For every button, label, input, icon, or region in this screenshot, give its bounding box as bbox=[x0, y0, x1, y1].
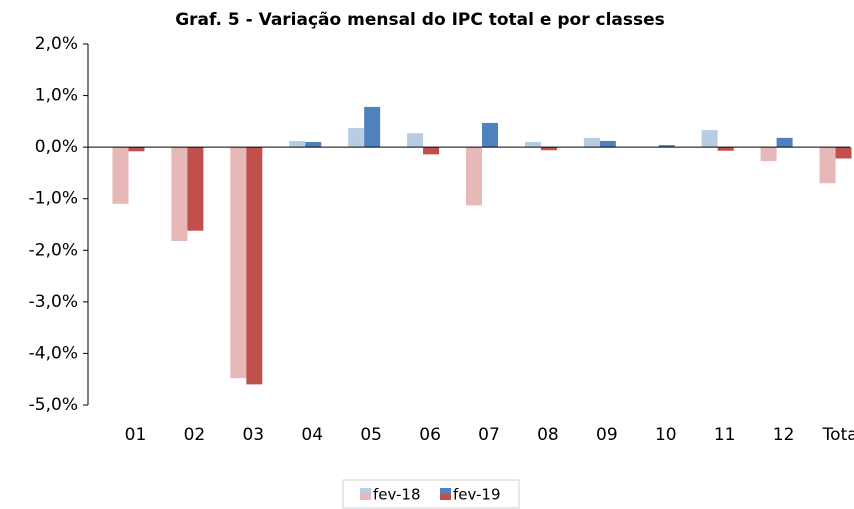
bar bbox=[583, 137, 600, 148]
bar bbox=[819, 147, 836, 184]
bar bbox=[540, 147, 557, 151]
chart-title: Graf. 5 - Variação mensal do IPC total e… bbox=[175, 10, 665, 30]
legend-swatch bbox=[360, 488, 371, 494]
bar bbox=[171, 147, 188, 242]
bar bbox=[701, 130, 718, 148]
x-tick-label: 11 bbox=[714, 425, 736, 445]
legend-box bbox=[342, 479, 520, 509]
legend-swatch bbox=[440, 494, 451, 500]
x-tick-label: 01 bbox=[125, 425, 147, 445]
bar bbox=[599, 140, 616, 148]
y-tick-label: 2,0% bbox=[35, 34, 78, 54]
x-tick-label: 06 bbox=[419, 425, 441, 445]
bar bbox=[658, 145, 675, 148]
bar bbox=[364, 106, 381, 148]
y-tick-label: -3,0% bbox=[29, 292, 78, 312]
bar bbox=[760, 147, 777, 162]
y-tick-label: -2,0% bbox=[29, 240, 78, 260]
bar bbox=[348, 128, 365, 148]
x-tick-label: 02 bbox=[184, 425, 206, 445]
bar bbox=[524, 141, 541, 148]
y-tick-label: 1,0% bbox=[35, 86, 78, 106]
y-tick-label: -4,0% bbox=[29, 343, 78, 363]
legend-swatch bbox=[360, 494, 371, 500]
y-tick-label: -1,0% bbox=[29, 189, 78, 209]
bar bbox=[482, 122, 498, 148]
legend-label: fev-18 bbox=[373, 486, 420, 504]
legend-swatch bbox=[440, 488, 451, 494]
x-tick-label: Total bbox=[822, 425, 854, 445]
bar bbox=[289, 140, 306, 148]
bar bbox=[776, 137, 793, 148]
bar bbox=[112, 147, 129, 204]
x-tick-label: 10 bbox=[655, 425, 677, 445]
bar bbox=[230, 147, 247, 379]
x-tick-label: 03 bbox=[242, 425, 264, 445]
y-tick-label: -5,0% bbox=[29, 395, 78, 415]
bar bbox=[717, 147, 734, 151]
bar bbox=[835, 147, 852, 159]
x-tick-label: 08 bbox=[537, 425, 559, 445]
x-tick-label: 09 bbox=[596, 425, 618, 445]
legend-label: fev-19 bbox=[453, 486, 500, 504]
bar bbox=[466, 147, 482, 206]
x-tick-label: 05 bbox=[360, 425, 382, 445]
x-tick-label: 04 bbox=[301, 425, 323, 445]
bar bbox=[305, 141, 322, 148]
bar bbox=[128, 147, 145, 152]
x-tick-label: 07 bbox=[478, 425, 500, 445]
bar bbox=[187, 147, 204, 231]
y-tick-label: 0,0% bbox=[35, 137, 78, 157]
x-tick-label: 12 bbox=[773, 425, 795, 445]
bar bbox=[246, 147, 263, 385]
bar bbox=[423, 147, 440, 155]
bar bbox=[407, 133, 424, 148]
